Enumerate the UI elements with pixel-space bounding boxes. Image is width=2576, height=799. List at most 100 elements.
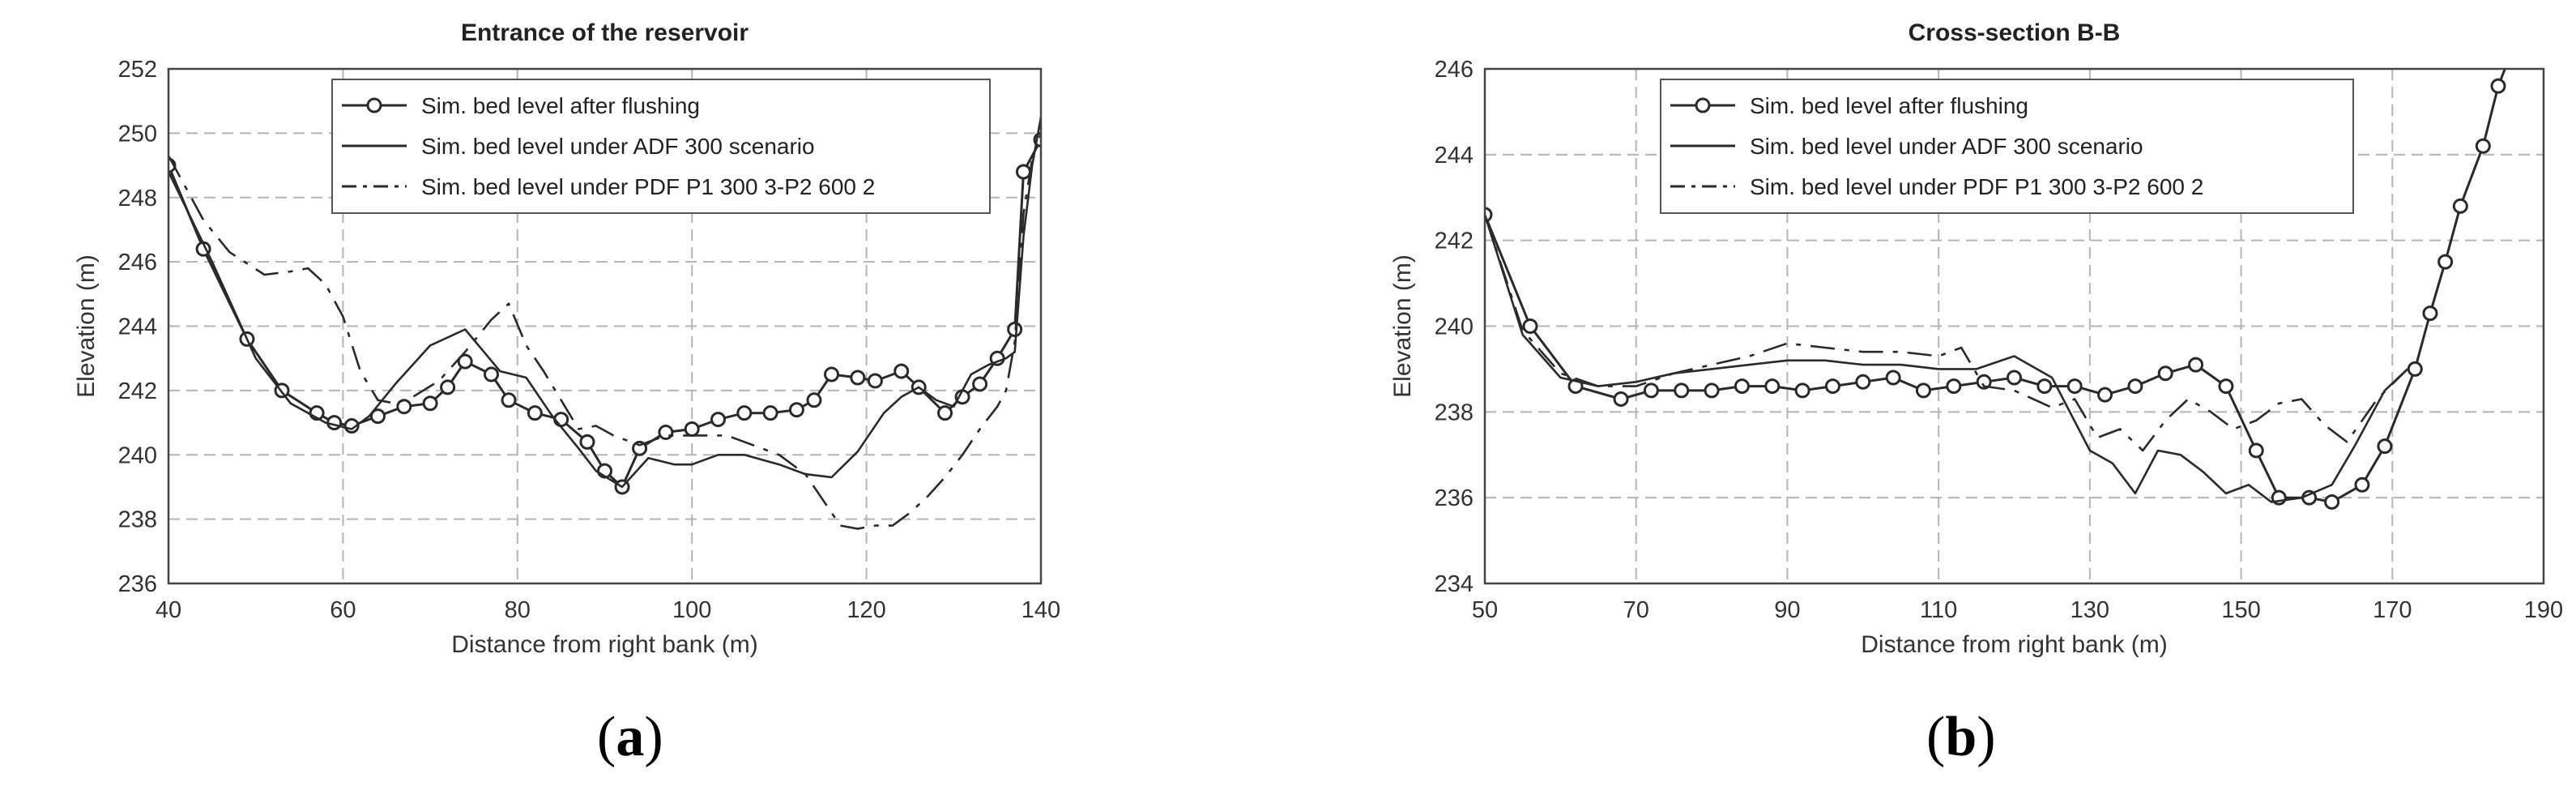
data-point [1674,382,1690,399]
series-line-2 [1485,214,2408,503]
data-point [1855,374,1871,390]
data-point [684,421,700,437]
y-axis-label: Elevation (m) [73,254,100,398]
data-point [440,379,456,395]
y-tick-label: 250 [118,121,157,147]
data-point [2507,41,2520,54]
data-point [2324,494,2340,510]
data-point [2218,378,2234,395]
data-point [1734,378,1750,395]
chart-panel-b: Cross-section B-B 50 70 90 110 130 150 170 190 23… [1389,19,2563,658]
legend-label-1: Sim. bed level after flushing [1750,93,2028,118]
data-point [2157,365,2173,382]
data-point [579,434,595,450]
data-point [2422,306,2438,322]
x-tick-label: 110 [1920,597,1957,623]
series-layer [1485,41,2520,510]
data-point [867,373,883,389]
y-tick-label: 244 [118,314,157,340]
data-point [1567,378,1584,395]
data-point [736,405,753,421]
data-point [1915,382,1931,399]
y-tick-label: 242 [1435,229,1474,254]
legend-label-3: Sim. bed level under PDF P1 300 3-P2 600… [1750,174,2203,199]
data-point [1976,374,1992,390]
data-point [483,366,499,382]
y-tick-label: 246 [118,250,157,276]
data-point [2377,438,2393,455]
legend-label-3: Sim. bed level under PDF P1 300 3-P2 600… [421,174,875,199]
chart-title: Entrance of the reservoir [461,19,748,46]
series-line-3 [168,132,1041,530]
legend-marker [366,97,382,113]
plot-frame [1483,67,2545,585]
data-point [1794,382,1810,399]
data-point [2452,198,2468,214]
panel-caption-a: (a) [597,706,663,768]
x-tick-label: 170 [2373,597,2412,623]
x-tick-label: 70 [1623,597,1649,623]
data-point [553,412,569,428]
x-tick-label: 150 [2221,597,2260,623]
y-tick-label: 240 [1435,314,1474,340]
data-point [2127,378,2143,395]
data-point [1885,370,1901,386]
data-point [937,405,953,421]
data-point [457,353,473,370]
y-tick-label: 238 [118,507,157,533]
data-point [658,424,674,440]
x-axis-label: Distance from right bank (m) [451,631,757,658]
chart-panel-a: Entrance of the reservoir 40 60 80 100 120 140… [73,19,1060,658]
chart-title: Cross-section B-B [1909,19,2121,46]
data-point [501,392,517,408]
data-point [2007,370,2022,386]
panel-label-b: b [1945,706,1977,768]
y-tick-label: 252 [118,57,157,83]
x-tick-label: 80 [505,597,531,623]
legend-box [331,79,991,214]
y-tick-label: 234 [1435,571,1474,597]
data-point [893,363,910,379]
x-axis-label: Distance from right bank (m) [1861,631,2167,658]
legend-label-2: Sim. bed level under ADF 300 scenario [421,134,815,159]
data-point [788,402,804,418]
data-point [168,157,177,173]
data-point [2036,378,2053,395]
data-point [1764,378,1781,395]
data-point [1643,382,1659,399]
panel-caption-b: (b) [1926,706,1996,768]
data-point [710,412,727,428]
series-line-3 [1485,214,2408,452]
x-tick-label: 120 [847,597,885,623]
data-point [2354,476,2370,493]
data-point [369,408,386,425]
data-point [806,392,822,408]
x-tick-label: 130 [2071,597,2109,623]
panel-label-a: a [616,706,645,768]
data-point [2188,357,2204,373]
data-point [632,440,648,456]
x-tick-label: 50 [1472,597,1498,623]
x-tick-label: 140 [1021,597,1060,623]
data-point [1946,378,1962,395]
plot-frame [167,67,1043,585]
data-point [2248,442,2264,459]
x-tick-label: 60 [330,597,356,623]
data-point [527,405,543,421]
data-point [2475,138,2491,154]
data-point [1824,378,1840,395]
data-point [1613,391,1629,407]
series-line-2 [168,117,1041,489]
data-point [422,395,438,412]
x-tick-label: 100 [672,597,711,623]
y-tick-label: 236 [1435,485,1474,511]
y-tick-label: 246 [1435,57,1474,83]
y-tick-label: 248 [118,186,157,212]
legend-label-2: Sim. bed level under ADF 300 scenario [1750,134,2143,159]
x-tick-label: 40 [156,597,181,623]
data-point [396,399,412,415]
data-point [972,376,988,392]
series-layer [168,117,1041,530]
